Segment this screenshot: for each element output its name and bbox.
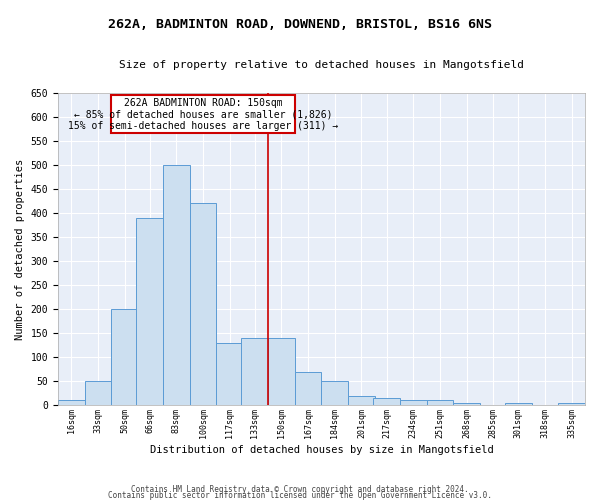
Bar xyxy=(241,338,268,406)
Bar xyxy=(85,382,111,406)
Title: Size of property relative to detached houses in Mangotsfield: Size of property relative to detached ho… xyxy=(119,60,524,70)
Bar xyxy=(111,309,138,406)
Bar xyxy=(58,400,85,406)
Bar xyxy=(268,338,295,406)
Text: 262A BADMINTON ROAD: 150sqm: 262A BADMINTON ROAD: 150sqm xyxy=(124,98,283,108)
Bar xyxy=(348,396,375,406)
Bar xyxy=(111,96,295,133)
Bar xyxy=(217,343,243,406)
Text: 262A, BADMINTON ROAD, DOWNEND, BRISTOL, BS16 6NS: 262A, BADMINTON ROAD, DOWNEND, BRISTOL, … xyxy=(108,18,492,30)
Text: Contains HM Land Registry data © Crown copyright and database right 2024.: Contains HM Land Registry data © Crown c… xyxy=(131,484,469,494)
Y-axis label: Number of detached properties: Number of detached properties xyxy=(15,158,25,340)
Bar xyxy=(453,403,480,406)
Text: ← 85% of detached houses are smaller (1,826): ← 85% of detached houses are smaller (1,… xyxy=(74,110,332,120)
Bar xyxy=(400,400,427,406)
Text: Contains public sector information licensed under the Open Government Licence v3: Contains public sector information licen… xyxy=(108,490,492,500)
Bar xyxy=(373,398,400,406)
Bar xyxy=(559,403,585,406)
Text: 15% of semi-detached houses are larger (311) →: 15% of semi-detached houses are larger (… xyxy=(68,122,338,132)
X-axis label: Distribution of detached houses by size in Mangotsfield: Distribution of detached houses by size … xyxy=(149,445,493,455)
Bar xyxy=(427,400,453,406)
Bar xyxy=(295,372,322,406)
Bar xyxy=(505,403,532,406)
Bar xyxy=(190,204,217,406)
Bar xyxy=(136,218,163,406)
Bar xyxy=(163,165,190,406)
Bar xyxy=(322,382,348,406)
